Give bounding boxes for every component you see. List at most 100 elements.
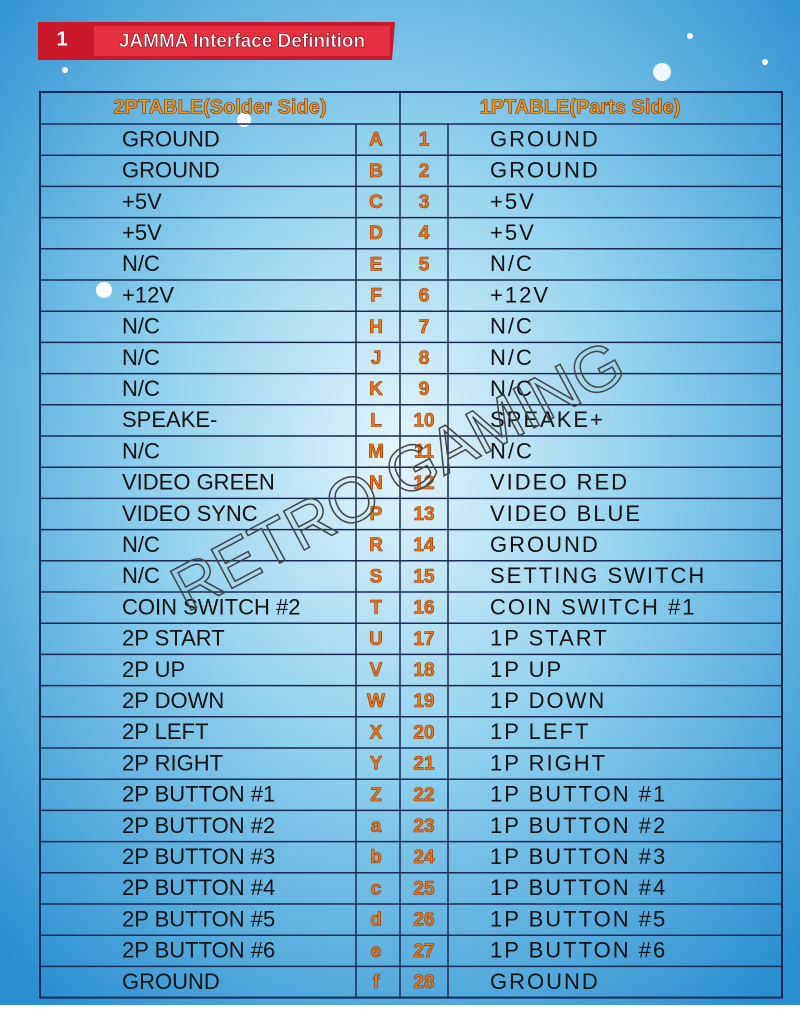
pin-letter: P xyxy=(370,504,383,525)
pin-letter: T xyxy=(370,598,382,619)
pin-number: 28 xyxy=(413,972,434,993)
parts-signal: 1P BUTTON #1 xyxy=(490,782,667,807)
title: JAMMA Interface Definition xyxy=(119,31,365,52)
parts-signal: 1P START xyxy=(490,626,609,651)
pin-number: 9 xyxy=(419,379,430,400)
solder-signal: 2P BUTTON #2 xyxy=(122,813,275,838)
pin-letter: S xyxy=(370,566,383,587)
pin-number: 22 xyxy=(413,785,434,806)
pin-letter: M xyxy=(368,442,384,463)
solder-signal: GROUND xyxy=(122,126,220,151)
solder-signal: GROUND xyxy=(122,158,220,183)
pin-number: 6 xyxy=(419,286,430,307)
pin-letter: V xyxy=(370,660,383,681)
parts-signal: 1P DOWN xyxy=(490,688,606,713)
pin-letter: R xyxy=(369,535,383,556)
solder-signal: 2P BUTTON #5 xyxy=(122,906,275,931)
solder-signal: N/C xyxy=(122,563,160,588)
solder-signal: 2P BUTTON #4 xyxy=(122,875,275,900)
pin-letter: d xyxy=(370,910,382,931)
solder-signal: SPEAKE- xyxy=(122,407,217,432)
solder-signal: 2P BUTTON #1 xyxy=(122,782,275,807)
pin-number: 21 xyxy=(413,754,435,775)
parts-signal: 1P RIGHT xyxy=(490,750,607,775)
pin-letter: K xyxy=(369,379,383,400)
parts-signal: VIDEO BLUE xyxy=(490,501,642,526)
pin-table: 2PTABLE(Solder Side) 1PTABLE(Parts Side) G… xyxy=(39,91,783,999)
parts-signal: SETTING SWITCH xyxy=(490,563,706,588)
pin-number: 27 xyxy=(413,941,434,962)
pin-letter: J xyxy=(371,348,382,369)
solder-signal: 2P DOWN xyxy=(122,688,224,713)
pin-number: 23 xyxy=(413,816,434,837)
solder-signal: N/C xyxy=(122,251,160,276)
solder-signal: 2P BUTTON #6 xyxy=(122,938,275,963)
pin-letter: b xyxy=(370,847,382,868)
solder-signal: GROUND xyxy=(122,969,220,994)
pin-letter: Z xyxy=(370,785,382,806)
solder-signal: N/C xyxy=(122,314,160,339)
solder-signal: N/C xyxy=(122,532,160,557)
parts-signal: N/C xyxy=(490,345,534,370)
parts-signal: GROUND xyxy=(490,158,600,183)
parts-signal: N/C xyxy=(490,438,534,463)
parts-signal: +5V xyxy=(490,189,536,214)
solder-signal: COIN SWITCH #2 xyxy=(122,594,300,619)
pin-number: 24 xyxy=(413,847,435,868)
pin-number: 19 xyxy=(413,691,434,712)
pin-number: 7 xyxy=(419,317,430,338)
pin-letter: F xyxy=(370,286,382,307)
parts-signal: +5V xyxy=(490,220,536,245)
pin-letter: E xyxy=(370,254,383,275)
pin-letter: C xyxy=(369,192,383,213)
pin-number: 20 xyxy=(413,722,434,743)
pin-number: 25 xyxy=(413,878,435,899)
table-border xyxy=(39,91,783,999)
pin-number: 2 xyxy=(419,161,430,182)
title-badge: 1 JAMMA Interface Definition xyxy=(38,22,395,60)
solder-signal: 2P LEFT xyxy=(122,719,208,744)
parts-signal: GROUND xyxy=(490,126,600,151)
solder-signal: +5V xyxy=(122,220,162,245)
parts-signal: +12V xyxy=(490,282,550,307)
pin-number: 17 xyxy=(413,629,434,650)
pin-letter: c xyxy=(371,878,382,899)
parts-signal: 1P BUTTON #6 xyxy=(490,938,667,963)
pin-number: 15 xyxy=(413,566,435,587)
pin-letter: H xyxy=(369,317,383,338)
parts-signal: VIDEO RED xyxy=(490,470,629,495)
pin-number: 16 xyxy=(413,598,434,619)
pin-number: 12 xyxy=(413,473,434,494)
solder-signal: VIDEO GREEN xyxy=(122,470,275,495)
solder-signal: 2P BUTTON #3 xyxy=(122,844,275,869)
pin-number: 10 xyxy=(413,410,434,431)
pin-number: 5 xyxy=(419,254,430,275)
pin-number: 3 xyxy=(419,192,430,213)
pin-letter: e xyxy=(371,941,382,962)
pin-letter: X xyxy=(370,722,383,743)
parts-signal: 1P BUTTON #3 xyxy=(490,844,667,869)
pin-number: 13 xyxy=(413,504,434,525)
pin-letter: Y xyxy=(370,754,383,775)
solder-signal: +5V xyxy=(122,189,162,214)
solder-signal: 2P RIGHT xyxy=(122,750,223,775)
parts-signal: N/C xyxy=(490,376,534,401)
pin-letter: D xyxy=(369,223,383,244)
pin-letter: f xyxy=(373,972,380,993)
parts-signal: 1P BUTTON #5 xyxy=(490,906,667,931)
parts-signal: N/C xyxy=(490,314,534,339)
pin-letter: U xyxy=(369,629,383,650)
column-header: 1PTABLE(Parts Side) xyxy=(480,96,681,118)
badge-number: 1 xyxy=(56,28,67,50)
solder-signal: VIDEO SYNC xyxy=(122,501,258,526)
solder-signal: 2P START xyxy=(122,626,225,651)
pin-letter: L xyxy=(370,410,382,431)
parts-signal: N/C xyxy=(490,251,534,276)
pin-letter: N xyxy=(369,473,383,494)
pin-letter: A xyxy=(369,130,383,151)
pin-number: 18 xyxy=(413,660,434,681)
solder-signal: N/C xyxy=(122,345,160,370)
pin-letter: a xyxy=(371,816,382,837)
parts-signal: SPEAKE+ xyxy=(490,407,605,432)
